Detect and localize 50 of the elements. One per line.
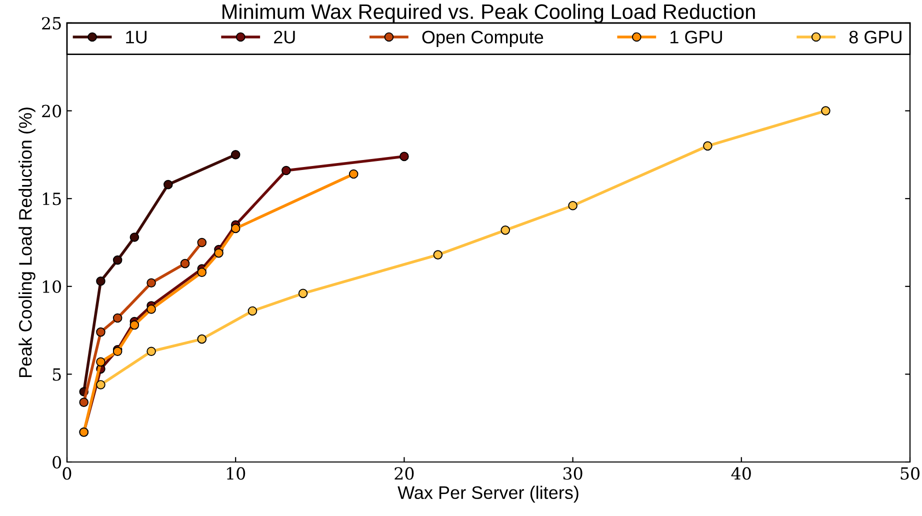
- point: [821, 106, 830, 116]
- legend-label: Open Compute: [422, 30, 544, 48]
- point: [146, 304, 156, 314]
- point: [282, 166, 291, 176]
- point: [180, 258, 190, 268]
- point: [130, 320, 140, 330]
- point: [164, 180, 173, 190]
- point: [96, 276, 106, 286]
- point: [230, 224, 240, 234]
- point: [96, 357, 106, 367]
- y-axis-title: Peak Cooling Load Reduction (%): [18, 108, 36, 378]
- legend-label: 1 GPU: [670, 30, 722, 44]
- y-tick-label: 25: [42, 16, 61, 30]
- point: [248, 306, 258, 316]
- x-tick-label: 30: [563, 467, 582, 480]
- point: [130, 232, 140, 242]
- x-axis-title: Wax Per Server (liters): [398, 486, 578, 503]
- y-tick-label: 5: [52, 368, 61, 381]
- point: [146, 278, 156, 288]
- chart-title: Minimum Wax Required vs. Peak Cooling Load Reduction: [222, 4, 755, 24]
- legend-label: 8 GPU: [849, 30, 902, 44]
- point: [197, 334, 207, 344]
- y-tick-label: 0: [52, 456, 62, 469]
- x-tick-label: 10: [227, 467, 246, 480]
- point: [433, 250, 443, 260]
- point: [96, 327, 106, 337]
- point: [197, 238, 207, 248]
- y-tick-label: 10: [42, 280, 62, 293]
- point: [214, 248, 224, 258]
- x-tick-label: 50: [900, 467, 920, 480]
- point: [79, 398, 89, 407]
- point: [500, 226, 510, 235]
- point: [400, 152, 409, 162]
- point: [348, 169, 358, 179]
- x-tick-label: 0: [62, 467, 72, 480]
- point: [112, 255, 122, 265]
- legend-label: 2U: [274, 30, 295, 44]
- point: [298, 288, 308, 298]
- x-tick-label: 40: [731, 467, 751, 480]
- point: [197, 268, 207, 278]
- y-tick-label: 20: [42, 104, 62, 118]
- point: [96, 380, 106, 390]
- point: [230, 150, 240, 160]
- point: [112, 313, 122, 323]
- x-tick-label: 20: [394, 467, 414, 480]
- point: [703, 141, 712, 151]
- y-tick-label: 15: [42, 192, 61, 206]
- point: [568, 200, 578, 210]
- legend-label: 1U: [126, 30, 146, 44]
- point: [146, 346, 156, 356]
